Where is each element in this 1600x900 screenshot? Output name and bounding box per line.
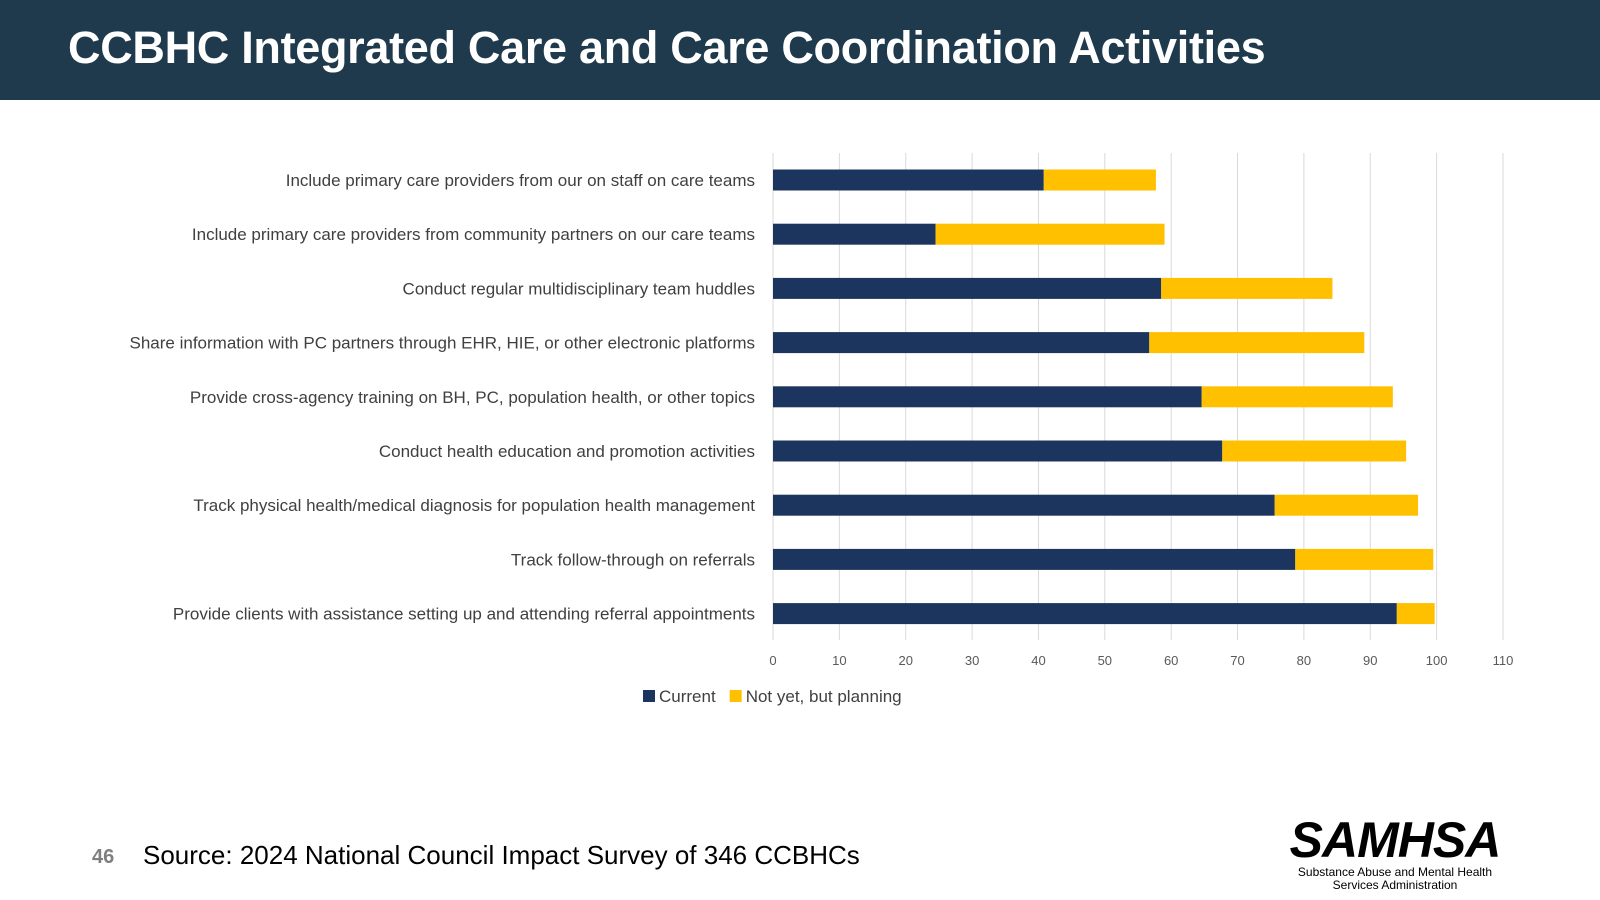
x-tick-label: 90 bbox=[1363, 653, 1377, 668]
x-tick-label: 10 bbox=[832, 653, 846, 668]
bar-planning bbox=[1161, 277, 1333, 299]
bar-planning bbox=[1043, 169, 1156, 191]
bar-current bbox=[773, 277, 1162, 299]
category-label: Share information with PC partners throu… bbox=[130, 334, 756, 353]
x-tick-label: 40 bbox=[1031, 653, 1045, 668]
category-label: Track physical health/medical diagnosis … bbox=[193, 496, 755, 515]
category-label: Conduct regular multidisciplinary team h… bbox=[403, 279, 755, 298]
category-label: Provide clients with assistance setting … bbox=[173, 605, 755, 624]
logo-subtitle-line2: Services Administration bbox=[1332, 878, 1458, 892]
x-tick-label: 50 bbox=[1098, 653, 1112, 668]
bar-current bbox=[773, 440, 1223, 462]
legend-swatch-planning bbox=[729, 690, 742, 702]
category-label: Include primary care providers from our … bbox=[286, 171, 755, 190]
page-number: 46 bbox=[92, 846, 115, 868]
x-tick-label: 0 bbox=[769, 653, 776, 668]
bar-planning bbox=[1222, 440, 1407, 462]
bar-planning bbox=[1274, 494, 1419, 516]
x-tick-label: 110 bbox=[1493, 653, 1514, 668]
x-tick-label: 30 bbox=[965, 653, 979, 668]
bar-current bbox=[773, 548, 1296, 570]
slide-title: CCBHC Integrated Care and Care Coordinat… bbox=[68, 22, 1266, 73]
bar-current bbox=[773, 494, 1275, 516]
category-label: Track follow-through on referrals bbox=[511, 550, 755, 569]
source-note: Source: 2024 National Council Impact Sur… bbox=[143, 840, 860, 870]
legend-swatch-current bbox=[643, 690, 655, 702]
logo-wordmark: SAMHSA bbox=[1289, 812, 1502, 868]
bar-planning bbox=[1295, 548, 1434, 570]
bar-planning bbox=[1149, 332, 1365, 354]
category-label: Provide cross-agency training on BH, PC,… bbox=[190, 388, 755, 407]
bar-current bbox=[773, 603, 1397, 625]
logo-subtitle-line1: Substance Abuse and Mental Health bbox=[1297, 865, 1493, 879]
bar-current bbox=[773, 169, 1044, 191]
bar-planning bbox=[1201, 386, 1393, 408]
x-tick-label: 70 bbox=[1230, 653, 1244, 668]
bar-planning bbox=[935, 223, 1165, 245]
category-label: Include primary care providers from comm… bbox=[192, 225, 755, 244]
x-tick-label: 100 bbox=[1426, 653, 1448, 668]
x-tick-label: 20 bbox=[898, 653, 912, 668]
x-tick-label: 60 bbox=[1164, 653, 1178, 668]
bar-current bbox=[773, 386, 1202, 408]
bar-planning bbox=[1396, 603, 1435, 625]
samhsa-logo: SAMHSA Substance Abuse and Mental Health… bbox=[1260, 814, 1550, 893]
bar-current bbox=[773, 332, 1150, 354]
bar-current bbox=[773, 223, 936, 245]
x-tick-label: 80 bbox=[1297, 653, 1311, 668]
legend-label: Current bbox=[659, 687, 716, 706]
category-label: Conduct health education and promotion a… bbox=[379, 442, 755, 461]
title-bar: CCBHC Integrated Care and Care Coordinat… bbox=[0, 0, 1600, 100]
legend-label: Not yet, but planning bbox=[746, 687, 902, 706]
logo-subtitle: Substance Abuse and Mental Health Servic… bbox=[1260, 866, 1530, 892]
